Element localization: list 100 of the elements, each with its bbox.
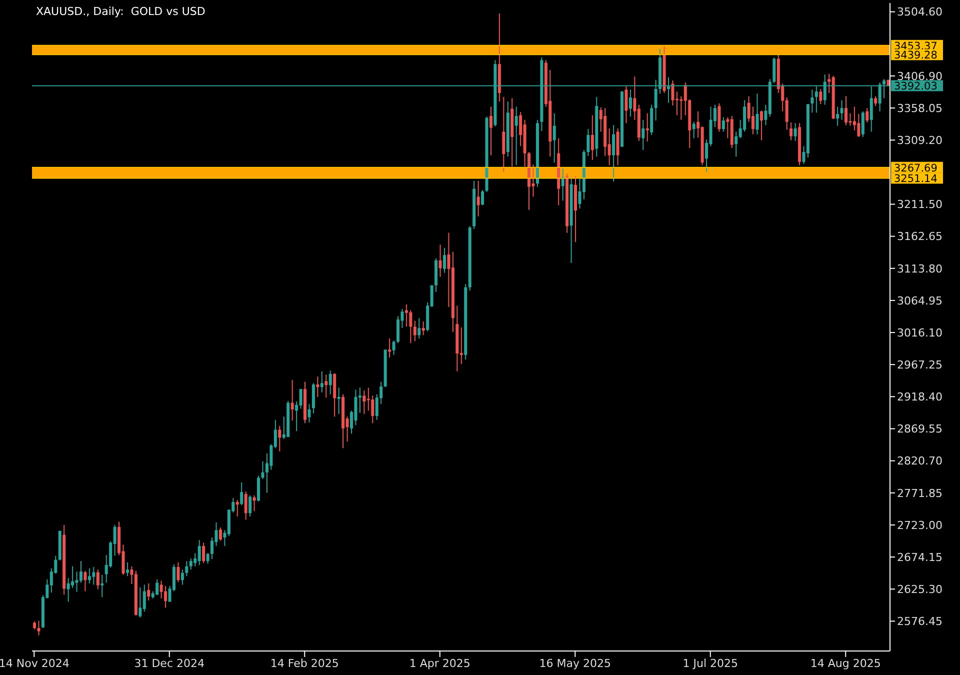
y-tick-label: 2576.45	[897, 615, 942, 628]
x-tick-label: 14 Nov 2024	[0, 656, 70, 670]
candlestick	[164, 586, 168, 608]
y-tick-label: 2967.25	[897, 358, 942, 372]
candlestick	[392, 340, 396, 356]
candlestick	[692, 121, 696, 139]
candlestick	[438, 244, 442, 278]
candlestick	[844, 96, 848, 126]
candlestick	[413, 320, 416, 342]
chart-title: XAUUSD., Daily: GOLD vs USD	[36, 5, 206, 18]
x-tick-label: 16 May 2025	[539, 656, 611, 670]
candlestick	[836, 106, 840, 126]
candlestick	[37, 620, 40, 636]
candlestick	[290, 379, 294, 422]
candlestick	[752, 106, 755, 135]
candlestick	[244, 490, 248, 520]
candlestick	[354, 389, 358, 426]
candlestick	[320, 370, 324, 393]
candlestick	[646, 112, 649, 142]
candlestick	[198, 540, 201, 566]
candlestick	[236, 499, 239, 517]
ref-line-label: 3439.28	[894, 50, 938, 62]
y-tick-label: 2918.40	[897, 390, 942, 404]
ref-line-label: 3251.14	[894, 173, 938, 186]
y-tick-label: 3358.05	[897, 102, 942, 115]
candlestick	[252, 494, 256, 512]
candlestick	[481, 190, 484, 206]
y-tick-label: 3162.65	[897, 230, 942, 244]
candlestick	[722, 116, 725, 132]
candlestick	[874, 96, 878, 107]
candlestick	[202, 542, 206, 564]
candlestick	[66, 578, 70, 602]
candlestick	[404, 304, 408, 328]
candlestick	[866, 108, 869, 123]
candlestick	[257, 475, 260, 502]
y-tick-label: 2723.00	[897, 518, 942, 532]
candlestick	[586, 128, 590, 156]
candlestick	[156, 578, 159, 596]
candlestick	[718, 102, 721, 132]
candlestick	[240, 482, 244, 506]
x-tick-label: 31 Dec 2024	[134, 656, 205, 670]
y-tick-label: 3406.90	[897, 70, 942, 83]
candlestick	[100, 574, 104, 598]
candlestick	[218, 527, 222, 542]
candlestick	[248, 494, 252, 517]
candlestick	[299, 388, 302, 410]
candlestick	[514, 106, 518, 166]
candlestick	[337, 387, 340, 414]
candlestick	[71, 566, 74, 588]
candlestick	[552, 112, 556, 164]
candlestick	[790, 122, 793, 141]
y-tick-label: 3504.60	[897, 6, 942, 19]
candlestick	[476, 180, 480, 217]
candlestick	[88, 568, 91, 584]
candlestick	[206, 552, 210, 564]
candlestick	[590, 114, 594, 160]
candlestick	[324, 374, 328, 398]
candlestick	[616, 128, 620, 166]
candlestick	[96, 569, 100, 590]
candlestick	[308, 404, 311, 424]
x-tick-label: 14 Aug 2025	[810, 656, 881, 670]
candlestick	[628, 89, 632, 118]
candlestick	[142, 584, 146, 612]
candlestick	[396, 316, 400, 344]
candlestick	[362, 390, 366, 414]
candlestick	[760, 110, 763, 141]
candlestick	[861, 110, 864, 138]
candlestick	[624, 86, 628, 124]
candlestick	[371, 395, 374, 424]
candlestick	[418, 318, 421, 339]
y-tick-label: 3113.80	[897, 262, 942, 276]
candlestick	[794, 122, 797, 142]
ref-line-label: 3392.03	[894, 80, 938, 93]
candlestick	[772, 56, 776, 84]
candlestick	[409, 310, 412, 344]
candlestick	[180, 569, 184, 586]
candlestick	[810, 89, 814, 114]
candlestick	[857, 113, 860, 138]
candlestick	[92, 566, 96, 586]
candlestick	[316, 376, 320, 398]
y-tick-label: 2674.15	[897, 550, 942, 564]
candlestick	[185, 560, 188, 577]
y-tick-label: 2625.30	[897, 582, 942, 596]
candlestick	[612, 124, 616, 182]
candlestick	[261, 460, 264, 480]
candlestick	[160, 580, 163, 599]
candlestick	[138, 586, 142, 618]
candlestick	[328, 370, 332, 395]
candlestick	[79, 560, 82, 584]
x-tick-label: 1 Jul 2025	[682, 656, 738, 670]
candlestick	[489, 106, 492, 156]
candlestick	[75, 571, 78, 592]
candlestick	[147, 582, 150, 601]
candlestick	[819, 88, 822, 105]
candlestick	[502, 96, 506, 172]
candlestick	[84, 570, 87, 592]
candlestick	[388, 338, 392, 358]
candlestick	[126, 562, 129, 577]
candlestick	[442, 247, 446, 274]
candlestick	[840, 100, 844, 120]
